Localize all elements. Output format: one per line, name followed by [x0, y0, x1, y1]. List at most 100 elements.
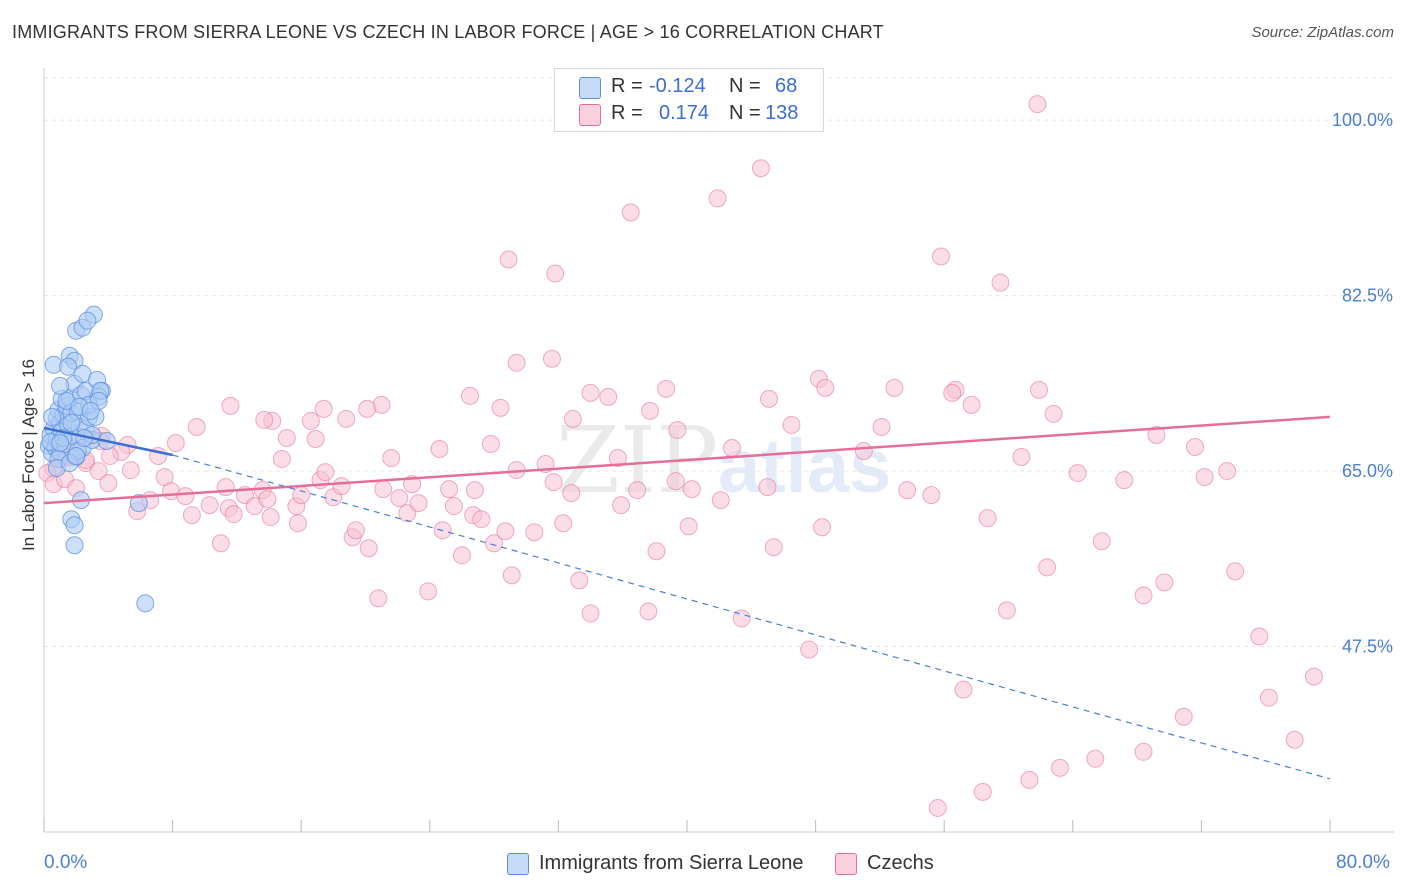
source-label: Source: ZipAtlas.com	[1251, 24, 1394, 41]
y-tick-label: 65.0%	[1342, 461, 1393, 481]
czechs-point	[346, 521, 365, 540]
czechs-point	[272, 450, 291, 469]
legend-swatch-pink	[835, 853, 857, 875]
czechs-point	[485, 534, 504, 553]
y-tick-label: 82.5%	[1342, 286, 1393, 306]
czechs-point	[316, 463, 335, 482]
y-tick-labels: 47.5% 65.0% 82.5% 100.0%	[1332, 110, 1393, 656]
sierra-leone-point	[51, 376, 70, 395]
x-axis-min-label: 0.0%	[44, 852, 88, 873]
grid-lines	[44, 77, 1394, 648]
czechs-point	[1030, 380, 1049, 399]
czechs-point	[409, 494, 428, 513]
legend-n-label: N =	[729, 75, 761, 97]
czechs-point	[211, 534, 230, 553]
sierra-leone-point	[81, 401, 100, 420]
czechs-point	[1218, 462, 1237, 481]
chart-title: IMMIGRANTS FROM SIERRA LEONE VS CZECH IN…	[12, 22, 884, 42]
sierra-leone-point	[51, 433, 70, 452]
czechs-point	[258, 490, 277, 509]
legend-r-label: R =	[611, 75, 643, 97]
czechs-point	[481, 434, 500, 453]
czechs-point	[608, 449, 627, 468]
sierra-leone-point	[62, 413, 81, 432]
czechs-point	[499, 250, 518, 269]
czechs-point	[581, 604, 600, 623]
svg-text:atlas: atlas	[718, 424, 891, 509]
czechs-point	[472, 510, 491, 529]
czechs-point	[1038, 558, 1057, 577]
sierra-leone-point	[65, 516, 84, 535]
czechs-point	[711, 491, 730, 510]
czechs-point	[301, 411, 320, 430]
czechs-point	[723, 439, 742, 458]
czechs-point	[751, 159, 770, 178]
czechs-point	[496, 522, 515, 541]
czechs-point	[621, 203, 640, 222]
y-tick-label: 47.5%	[1342, 637, 1393, 657]
czechs-point	[563, 409, 582, 428]
czechs-point	[369, 589, 388, 608]
czechs-trend-line	[43, 415, 1331, 505]
czechs-point	[1068, 464, 1087, 483]
czechs-point	[221, 396, 240, 415]
czechs-point	[430, 440, 449, 459]
legend-n-value: 68	[775, 75, 798, 97]
czechs-point	[314, 399, 333, 418]
czechs-point	[816, 378, 835, 397]
czechs-point	[599, 387, 618, 406]
czechs-point	[647, 542, 666, 561]
czechs-point	[358, 399, 377, 418]
czechs-point	[359, 539, 378, 558]
czechs-point	[708, 189, 727, 208]
sierra-leone-point	[65, 536, 84, 555]
czechs-point	[1226, 562, 1245, 581]
trend-lines	[43, 415, 1331, 780]
czechs-point	[465, 481, 484, 500]
sierra-leone-point	[136, 594, 155, 613]
czechs-point	[682, 480, 701, 499]
czechs-point	[507, 353, 526, 372]
czechs-point	[931, 247, 950, 266]
czechs-point	[419, 582, 438, 601]
czechs-point	[668, 420, 687, 439]
czechs-point	[954, 680, 973, 699]
czechs-point	[176, 487, 195, 506]
czechs-point	[374, 480, 393, 499]
czechs-point	[562, 484, 581, 503]
y-axis-title: In Labor Force | Age > 16	[19, 359, 38, 551]
czechs-point	[885, 378, 904, 397]
czechs-point	[758, 478, 777, 497]
czechs-point	[1147, 425, 1166, 444]
czechs-point	[398, 504, 417, 523]
legend-r-label: R =	[611, 102, 643, 124]
legend-r-value: -0.124	[649, 75, 706, 97]
czechs-point	[1195, 468, 1214, 487]
czechs-point	[1185, 438, 1204, 457]
czechs-point	[641, 401, 660, 420]
czechs-point	[1134, 742, 1153, 761]
czechs-point	[261, 508, 280, 527]
czechs-point	[1020, 770, 1039, 789]
czechs-point	[1086, 749, 1105, 768]
czechs-point	[292, 486, 311, 505]
legend-swatch-blue	[579, 77, 601, 99]
czechs-point	[546, 264, 565, 283]
czechs-point	[542, 349, 561, 368]
czechs-point	[928, 798, 947, 817]
legend-n-value: 138	[765, 102, 799, 124]
czechs-point	[200, 496, 219, 515]
legend-swatch-blue	[507, 853, 529, 875]
bottom-legend-label: Czechs	[867, 852, 934, 874]
czechs-point	[782, 415, 801, 434]
sierra-leone-point	[43, 407, 62, 426]
czechs-point	[491, 398, 510, 417]
czechs-point	[544, 473, 563, 492]
czechs-point	[337, 409, 356, 428]
czechs-point	[1044, 404, 1063, 423]
czechs-point	[332, 477, 351, 496]
czechs-point	[813, 518, 832, 537]
czechs-point	[978, 509, 997, 528]
x-axis-max-label: 80.0%	[1336, 852, 1390, 873]
czechs-point	[639, 602, 658, 621]
